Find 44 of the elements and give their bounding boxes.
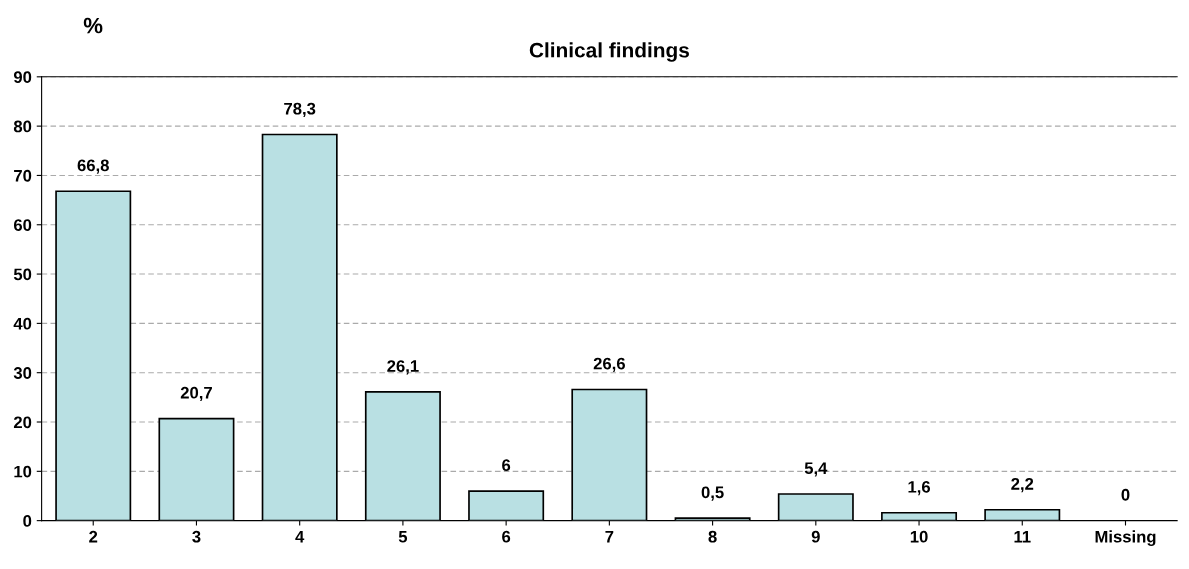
y-tick-label: 50 <box>13 268 32 281</box>
data-label: 2,2 <box>1011 478 1034 493</box>
x-tick-label: 11 <box>1014 530 1031 543</box>
bar <box>158 417 235 521</box>
bar <box>571 388 648 521</box>
x-tick-label: 3 <box>192 530 201 543</box>
x-tick-label: Missing <box>1095 530 1156 546</box>
bar <box>364 391 441 521</box>
y-tick-label: 30 <box>13 367 32 379</box>
x-tick-label: 8 <box>708 530 717 543</box>
data-label: 26,1 <box>387 360 419 375</box>
bar <box>468 490 545 521</box>
x-tick-label: 2 <box>89 530 98 543</box>
bar <box>261 133 338 521</box>
y-tick-label: 10 <box>14 465 32 478</box>
x-tick-label: 9 <box>811 530 820 543</box>
y-axis-title: % <box>83 17 103 34</box>
data-label: 0 <box>1121 488 1130 501</box>
y-tick-label: 70 <box>14 169 32 182</box>
bar <box>777 493 854 521</box>
bar <box>984 508 1061 521</box>
data-label: 5,4 <box>804 462 828 477</box>
y-tick-label: 20 <box>13 416 32 429</box>
bar <box>881 511 958 521</box>
y-tick-label: 90 <box>13 71 32 84</box>
data-label: 0,5 <box>701 486 724 501</box>
x-tick-label: 7 <box>605 530 614 543</box>
y-tick-label: 0 <box>23 515 32 527</box>
x-tick-label: 10 <box>910 530 928 543</box>
data-label: 66,8 <box>77 159 109 174</box>
y-tick-label: 60 <box>13 219 32 231</box>
data-label: 26,6 <box>593 357 625 372</box>
x-tick-label: 4 <box>295 530 305 543</box>
chart-title: Clinical findings <box>529 42 689 62</box>
x-tick-label: 6 <box>502 530 511 543</box>
data-label: 1,6 <box>908 480 931 496</box>
x-tick-label: 5 <box>398 530 408 543</box>
bar <box>674 517 751 521</box>
y-tick-label: 40 <box>13 317 32 330</box>
data-label: 78,3 <box>284 102 316 117</box>
bar <box>55 190 132 521</box>
data-label: 6 <box>502 459 511 472</box>
y-tick-label: 80 <box>13 120 32 133</box>
data-label: 20,7 <box>180 386 212 402</box>
